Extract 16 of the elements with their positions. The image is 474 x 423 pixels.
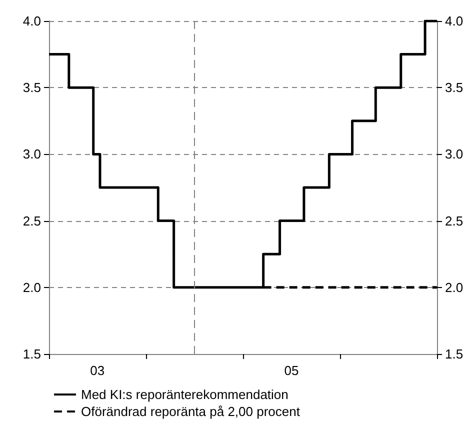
y-tick-label: 2.0 — [22, 280, 41, 295]
y2-tick-label: 3.5 — [445, 80, 464, 96]
y-tick-label: 4.0 — [22, 14, 41, 28]
y2-tick-label: 2.0 — [445, 280, 464, 295]
y-tick-label: 1.5 — [22, 346, 41, 362]
y2-tick-label: 4.0 — [445, 14, 464, 28]
x-tick-label: 03 — [90, 363, 105, 378]
legend-label: Med KI:s reporänterekommendation — [81, 387, 288, 402]
y-tick-label: 3.5 — [22, 80, 41, 96]
legend-label: Oförändrad reporänta på 2,00 procent — [81, 404, 300, 419]
x-tick-label: 05 — [284, 363, 299, 378]
y2-tick-label: 3.0 — [445, 146, 464, 162]
y2-tick-label: 1.5 — [445, 346, 464, 362]
y2-tick-label: 2.5 — [445, 213, 464, 228]
y-tick-label: 3.0 — [22, 146, 41, 162]
y-tick-label: 2.5 — [22, 213, 41, 228]
